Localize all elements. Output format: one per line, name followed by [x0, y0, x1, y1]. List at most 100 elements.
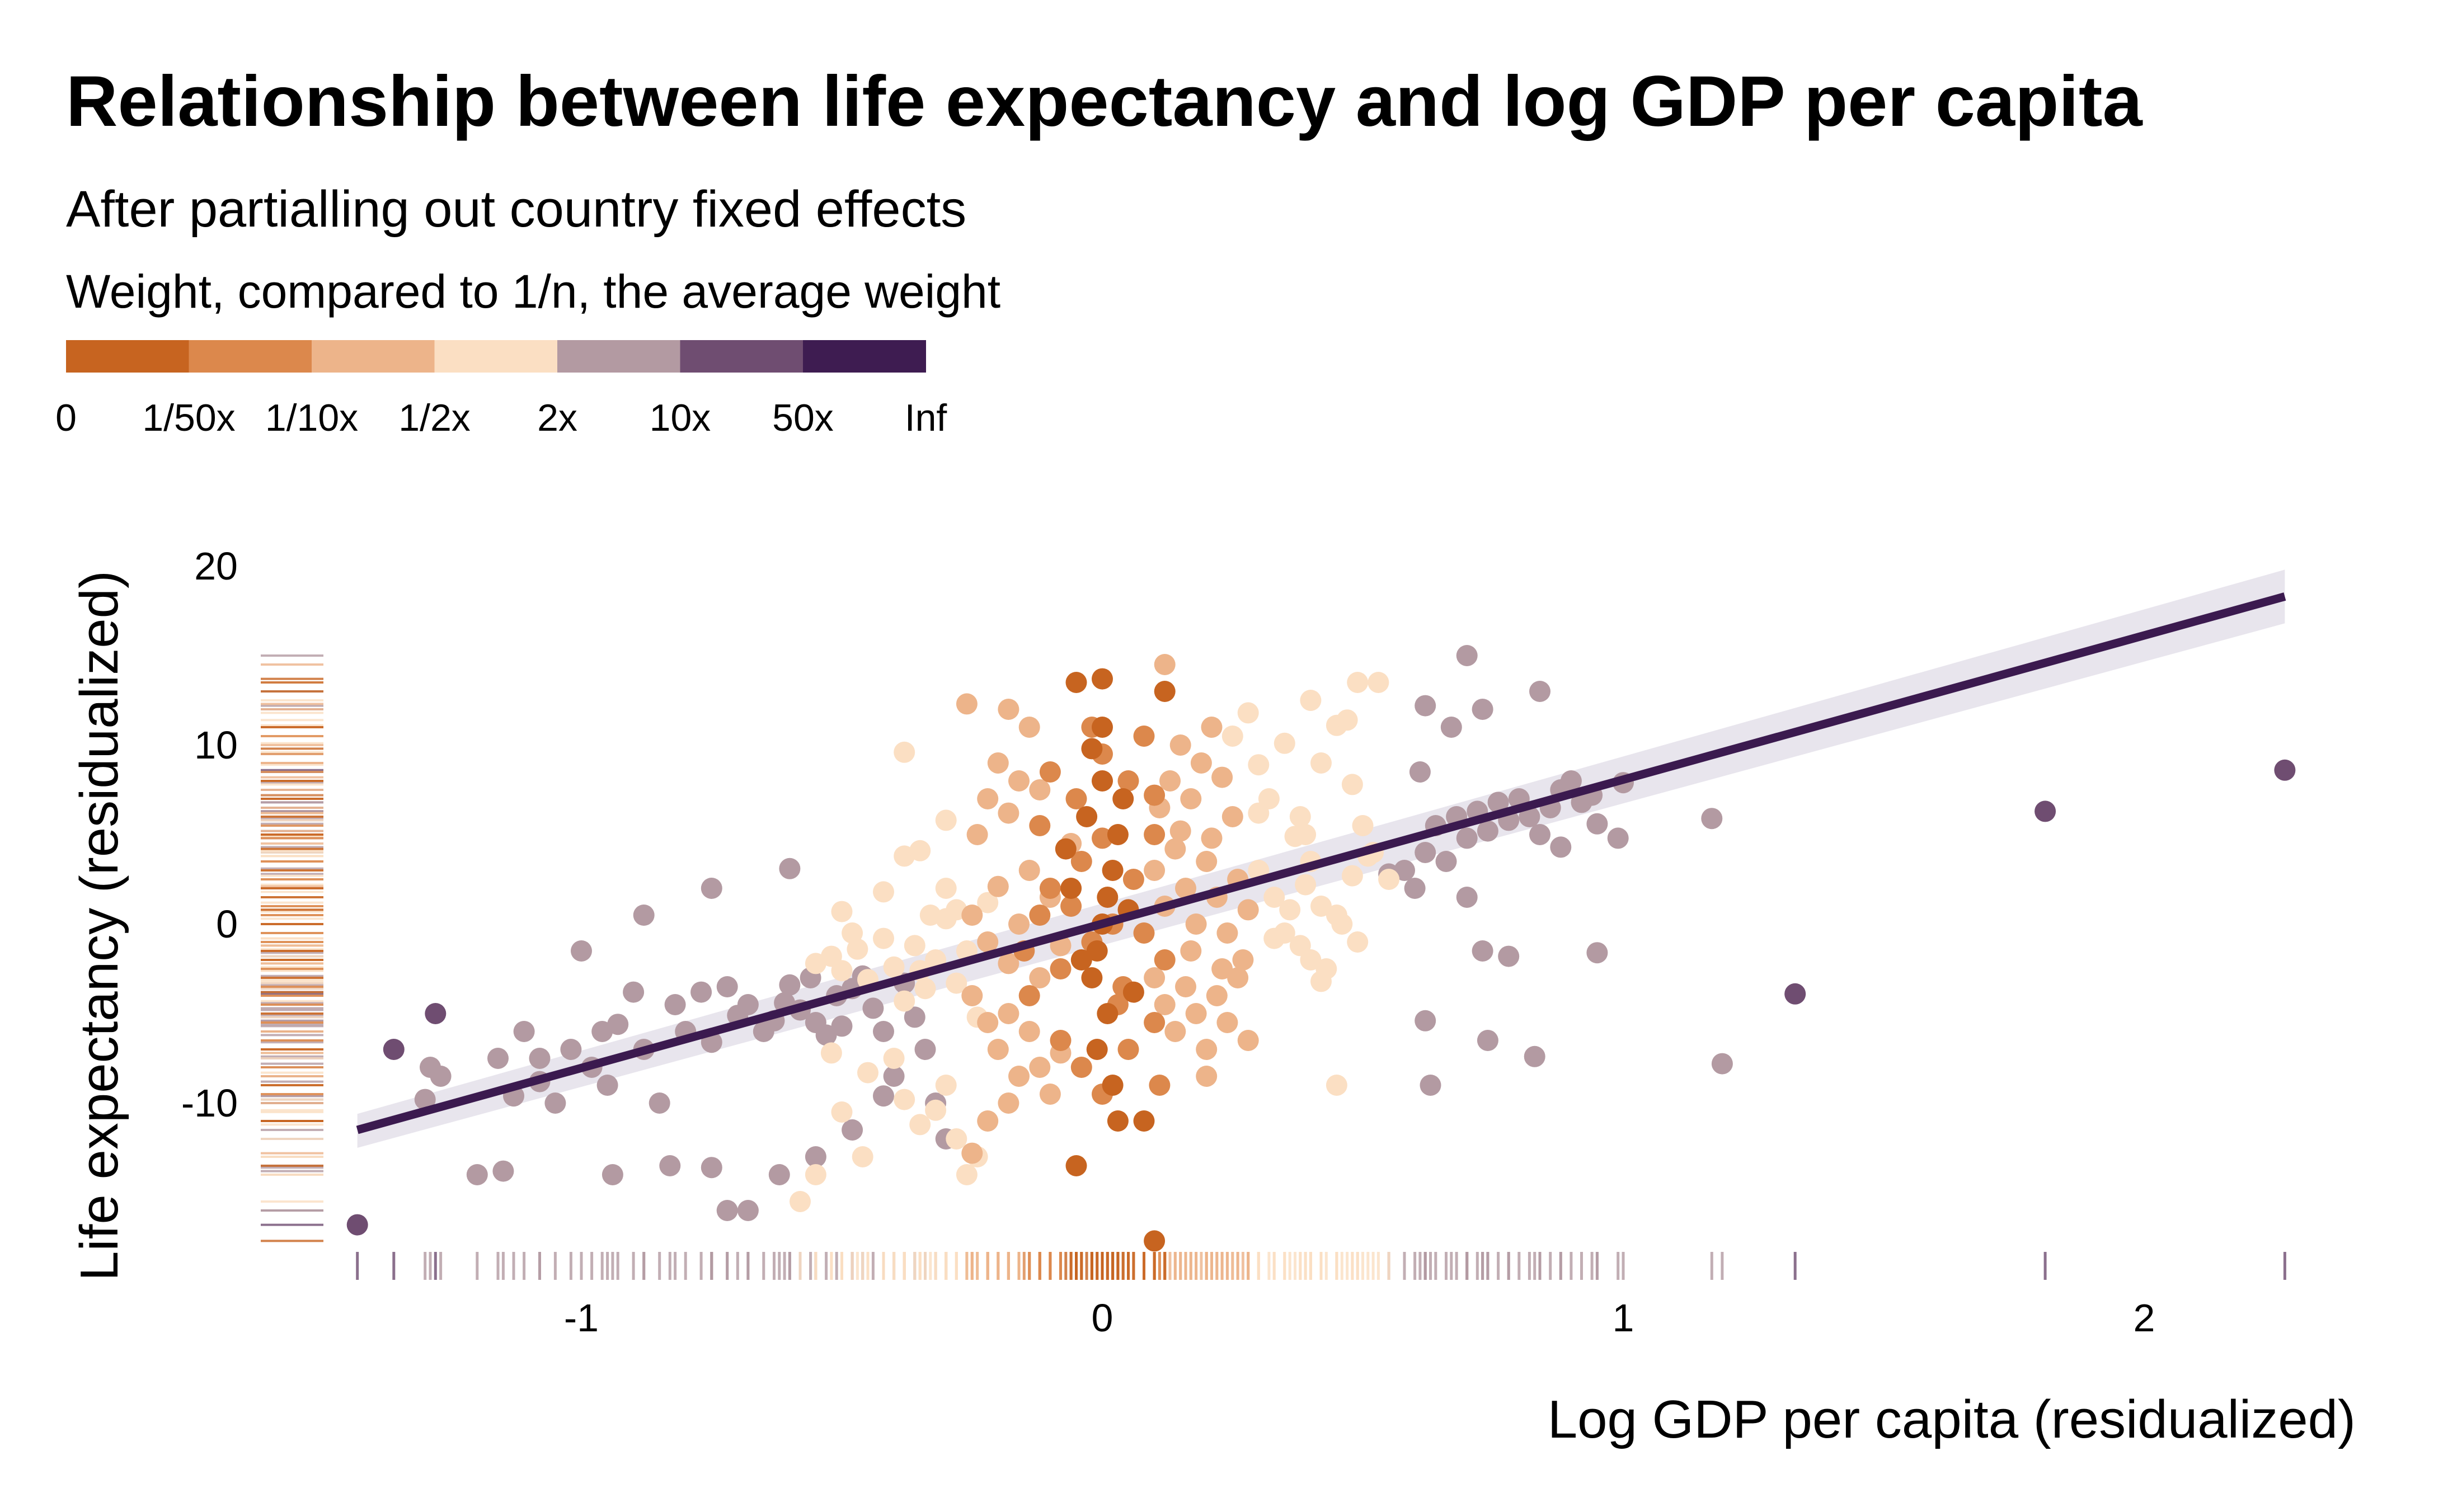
data-point	[1086, 1039, 1108, 1060]
data-point	[1201, 827, 1223, 849]
data-point	[904, 935, 925, 957]
data-point	[1070, 851, 1092, 872]
data-point	[1237, 899, 1259, 921]
data-point	[883, 956, 905, 978]
data-point	[1206, 985, 1228, 1006]
data-point	[831, 1101, 853, 1123]
data-point	[1149, 1075, 1171, 1096]
data-point	[1326, 1075, 1347, 1096]
data-point	[1477, 1030, 1498, 1051]
data-point	[1784, 983, 1806, 1005]
data-point	[1018, 1021, 1040, 1042]
data-point	[1117, 770, 1139, 792]
data-point	[1211, 766, 1233, 788]
data-point	[1415, 1010, 1436, 1031]
data-point	[1029, 905, 1051, 926]
data-point	[961, 985, 983, 1006]
data-point	[560, 1039, 582, 1060]
data-point	[1347, 931, 1369, 953]
data-point	[779, 974, 801, 996]
data-point	[1018, 860, 1040, 881]
legend-swatch	[557, 340, 680, 373]
data-point	[946, 1128, 967, 1150]
data-point	[1524, 1045, 1545, 1067]
data-point	[977, 788, 999, 809]
y-axis-title: Life expectancy (residualized)	[69, 571, 129, 1281]
legend-label: 1/10x	[265, 397, 358, 439]
data-point	[779, 858, 801, 879]
data-point	[737, 994, 759, 1015]
data-point	[414, 1089, 436, 1110]
legend-swatch	[66, 340, 189, 373]
data-point	[1300, 690, 1322, 711]
data-point	[1456, 645, 1478, 666]
data-point	[857, 1062, 878, 1084]
data-point	[1097, 1003, 1119, 1024]
data-point	[894, 1089, 915, 1110]
data-point	[909, 840, 931, 861]
data-point	[1008, 770, 1030, 792]
legend-colorbar	[66, 340, 926, 373]
data-point	[998, 953, 1019, 974]
data-point	[1055, 838, 1077, 860]
data-point	[1081, 967, 1103, 988]
data-point	[1404, 878, 1426, 899]
data-point	[1092, 717, 1113, 738]
data-point	[1029, 815, 1051, 836]
data-point	[1133, 1110, 1155, 1132]
data-point	[977, 1012, 999, 1033]
data-point	[1081, 738, 1103, 760]
data-point	[1008, 1066, 1030, 1087]
data-point	[961, 1142, 983, 1164]
data-point	[2274, 759, 2296, 781]
data-point	[1529, 824, 1550, 845]
data-point	[1347, 672, 1369, 693]
data-point	[1341, 865, 1363, 887]
data-point	[1050, 958, 1072, 979]
data-point	[2034, 800, 2056, 822]
legend-label: 2x	[537, 397, 577, 439]
data-point	[1216, 1012, 1238, 1033]
data-point	[935, 809, 957, 831]
data-point	[1180, 788, 1202, 809]
data-point	[1029, 779, 1051, 800]
data-point	[1227, 967, 1249, 988]
data-point	[1415, 695, 1436, 717]
data-point	[998, 699, 1019, 720]
data-point	[1237, 1030, 1259, 1051]
data-point	[831, 1015, 853, 1037]
data-point	[946, 972, 967, 994]
data-point	[1122, 869, 1144, 890]
data-point	[805, 1146, 826, 1167]
data-point	[1029, 967, 1051, 988]
data-point	[842, 922, 863, 944]
data-point	[1076, 806, 1098, 827]
data-point	[1440, 717, 1462, 738]
data-point	[1550, 836, 1572, 858]
data-point	[1216, 922, 1238, 944]
data-point	[873, 881, 894, 903]
data-point	[1472, 940, 1493, 962]
data-point	[1560, 770, 1582, 792]
data-point	[977, 1110, 999, 1132]
chart-title: Relationship between life expectancy and…	[66, 62, 2142, 142]
legend-label: 1/50x	[142, 397, 235, 439]
x-tick-label: 2	[2134, 1296, 2155, 1340]
data-point	[737, 1200, 759, 1221]
x-tick-label: 0	[1092, 1296, 1113, 1340]
data-point	[513, 1021, 535, 1042]
data-point	[1378, 869, 1400, 890]
data-point	[1164, 1021, 1186, 1042]
data-point	[1607, 827, 1629, 849]
data-point	[1263, 887, 1285, 908]
data-point	[987, 875, 1009, 897]
data-point	[1196, 1066, 1218, 1087]
data-point	[847, 938, 868, 960]
data-point	[1331, 913, 1353, 935]
y-axis-ticks: -10 0 10 20	[181, 544, 238, 1125]
data-point	[805, 1164, 826, 1185]
data-point	[1039, 878, 1061, 899]
data-point	[1420, 1075, 1441, 1096]
data-point	[1368, 672, 1389, 693]
data-point	[1310, 896, 1332, 917]
